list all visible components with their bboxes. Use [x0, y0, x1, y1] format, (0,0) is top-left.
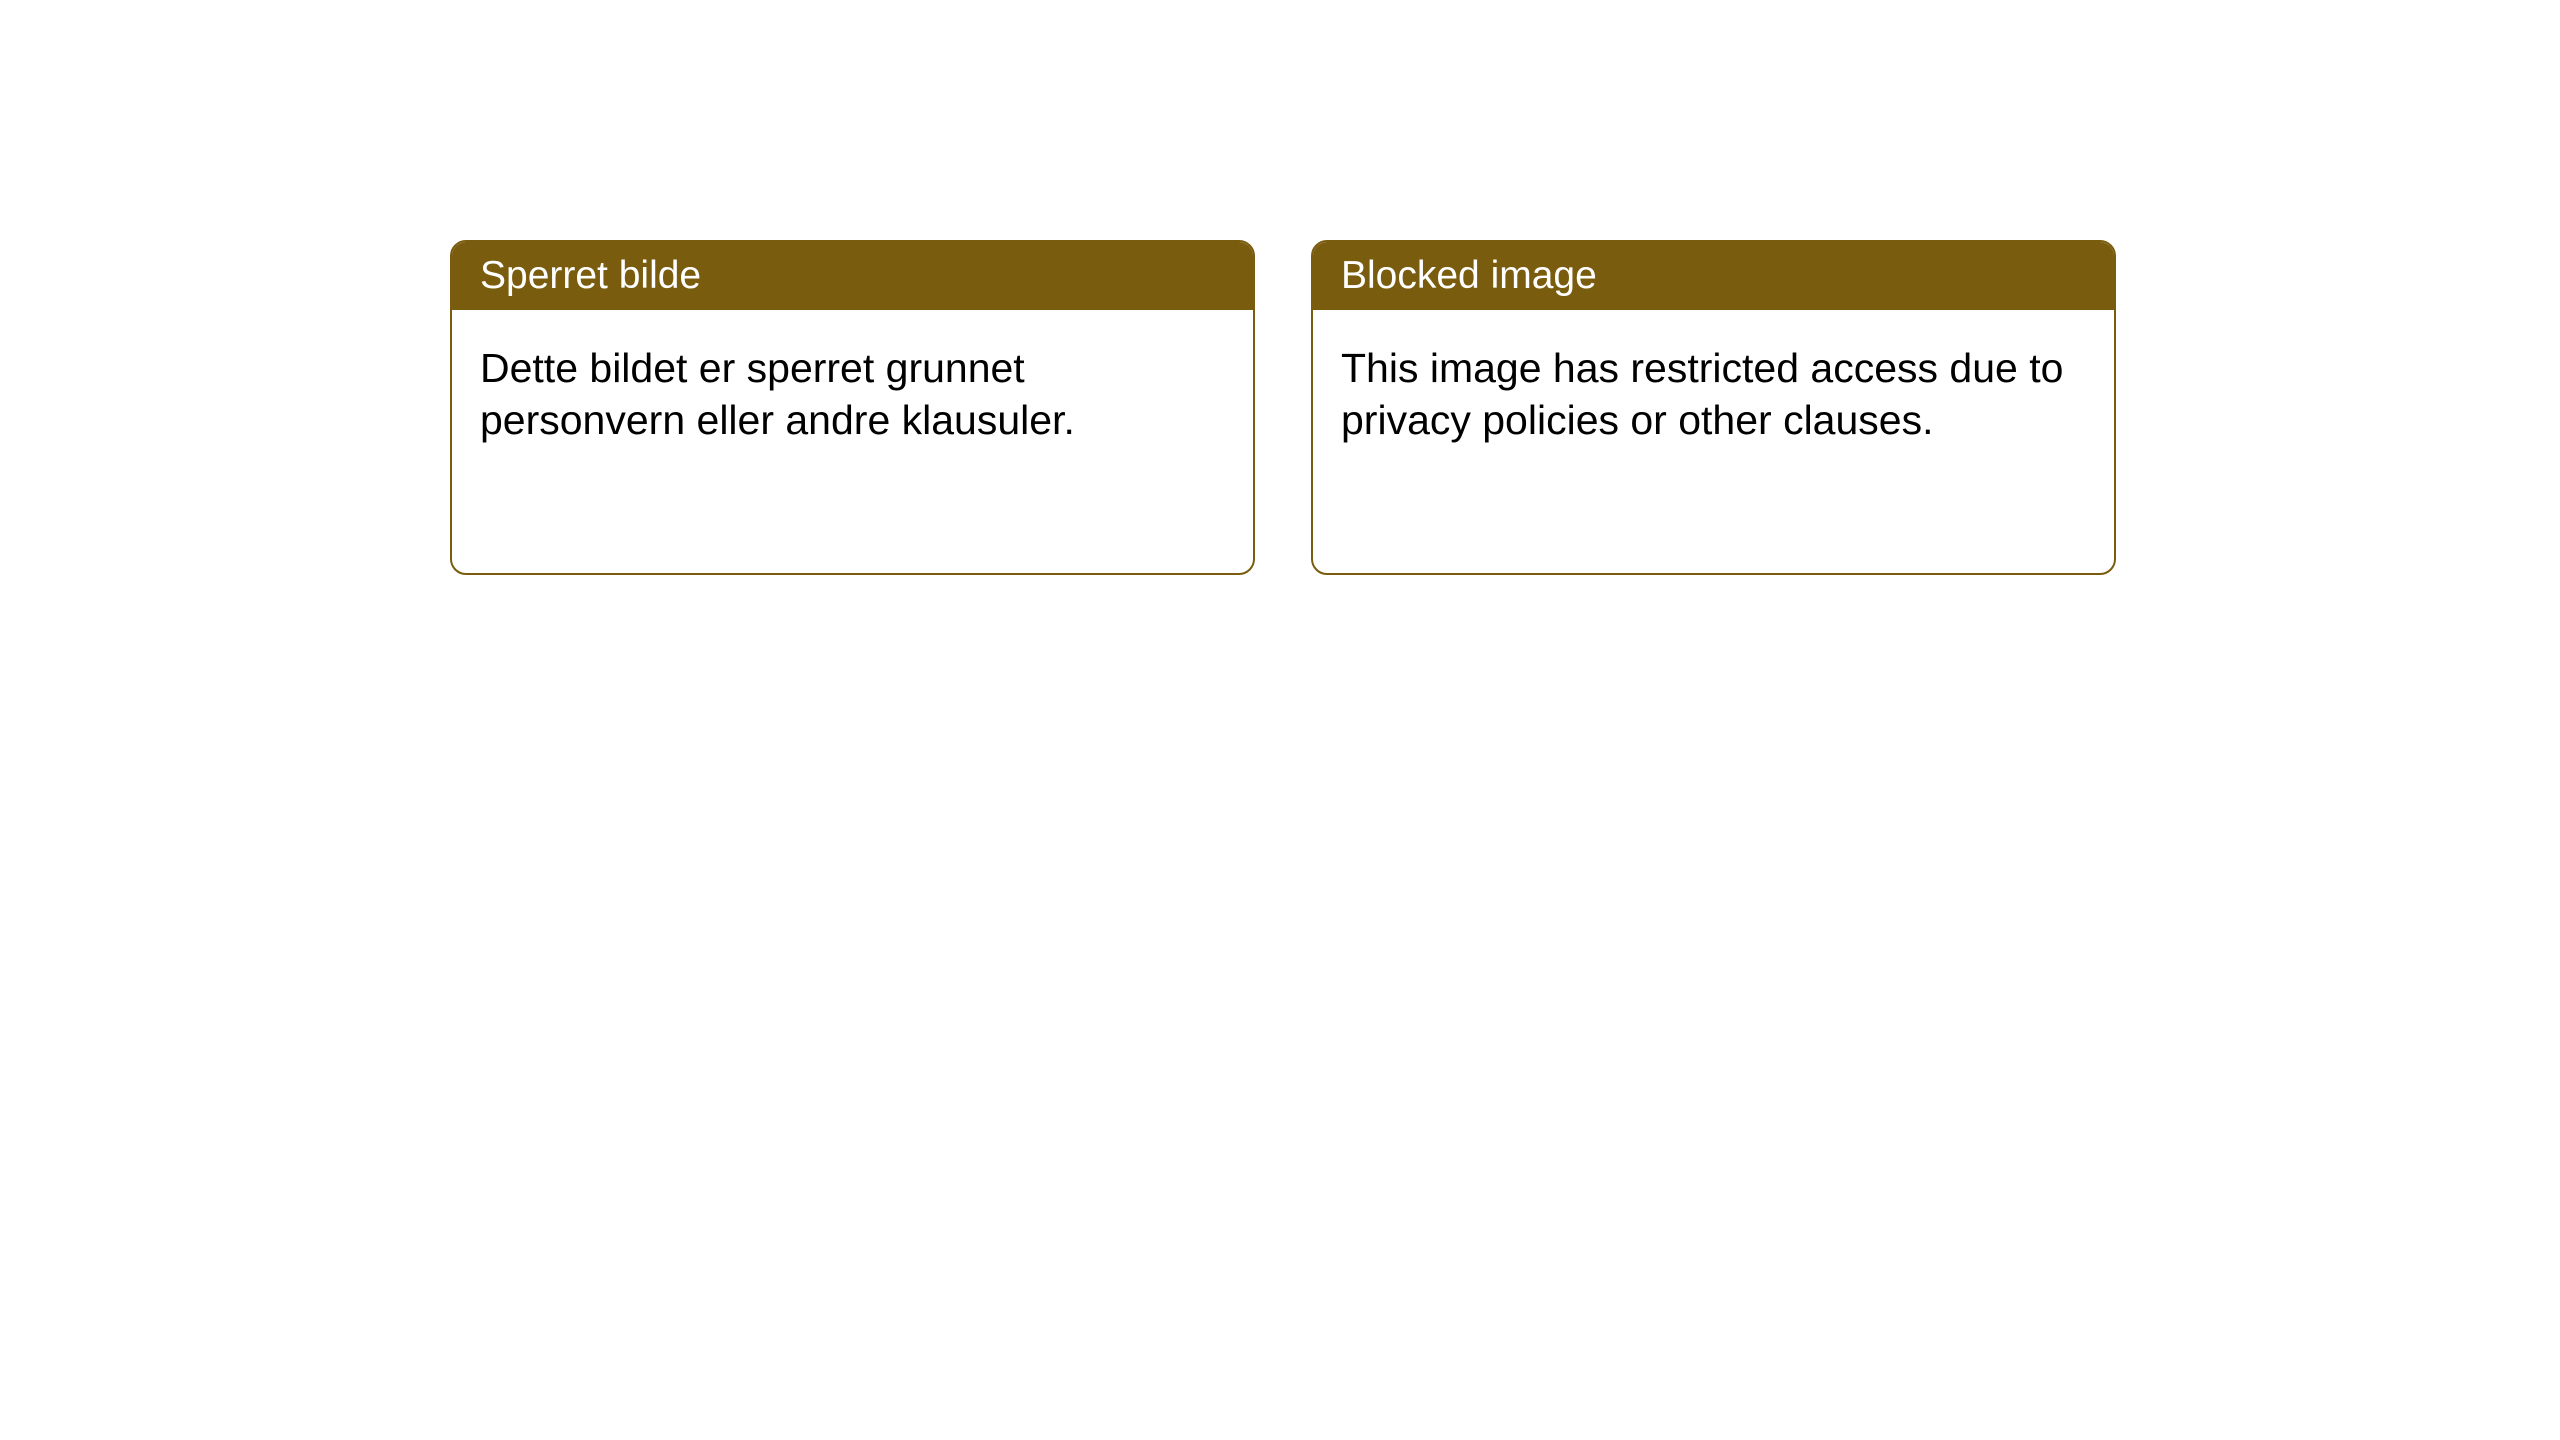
card-body-no: Dette bildet er sperret grunnet personve…	[452, 310, 1253, 479]
card-header-no: Sperret bilde	[452, 242, 1253, 310]
blocked-image-cards: Sperret bilde Dette bildet er sperret gr…	[450, 240, 2116, 575]
blocked-card-no: Sperret bilde Dette bildet er sperret gr…	[450, 240, 1255, 575]
card-body-en: This image has restricted access due to …	[1313, 310, 2114, 479]
blocked-card-en: Blocked image This image has restricted …	[1311, 240, 2116, 575]
card-header-en: Blocked image	[1313, 242, 2114, 310]
